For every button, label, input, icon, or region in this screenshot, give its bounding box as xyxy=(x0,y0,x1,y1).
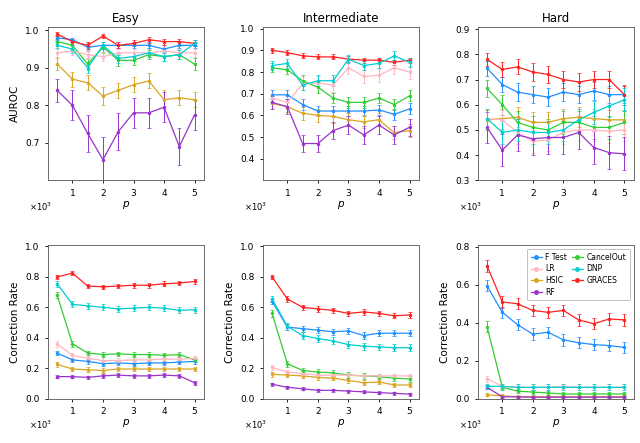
X-axis label: $p$: $p$ xyxy=(337,417,345,429)
X-axis label: $p$: $p$ xyxy=(552,199,560,211)
Y-axis label: AUROC: AUROC xyxy=(10,85,20,122)
Text: $\times 10^3$: $\times 10^3$ xyxy=(459,419,483,431)
Text: $\times 10^3$: $\times 10^3$ xyxy=(244,419,268,431)
Y-axis label: Correction Rate: Correction Rate xyxy=(440,281,449,362)
Text: $\times 10^3$: $\times 10^3$ xyxy=(29,200,52,213)
X-axis label: $p$: $p$ xyxy=(122,199,130,211)
X-axis label: $p$: $p$ xyxy=(337,199,345,211)
Text: $\times 10^3$: $\times 10^3$ xyxy=(459,200,483,213)
Title: Easy: Easy xyxy=(112,12,140,25)
Y-axis label: Correction Rate: Correction Rate xyxy=(10,281,20,362)
X-axis label: $p$: $p$ xyxy=(122,417,130,429)
Legend: F Test, LR, HSIC, RF, CancelOut, DNP, GRACES: F Test, LR, HSIC, RF, CancelOut, DNP, GR… xyxy=(527,249,630,300)
X-axis label: $p$: $p$ xyxy=(552,417,560,429)
Text: $\times 10^3$: $\times 10^3$ xyxy=(29,419,52,431)
Y-axis label: Correction Rate: Correction Rate xyxy=(225,281,235,362)
Title: Hard: Hard xyxy=(541,12,570,25)
Title: Intermediate: Intermediate xyxy=(303,12,379,25)
Text: $\times 10^3$: $\times 10^3$ xyxy=(244,200,268,213)
